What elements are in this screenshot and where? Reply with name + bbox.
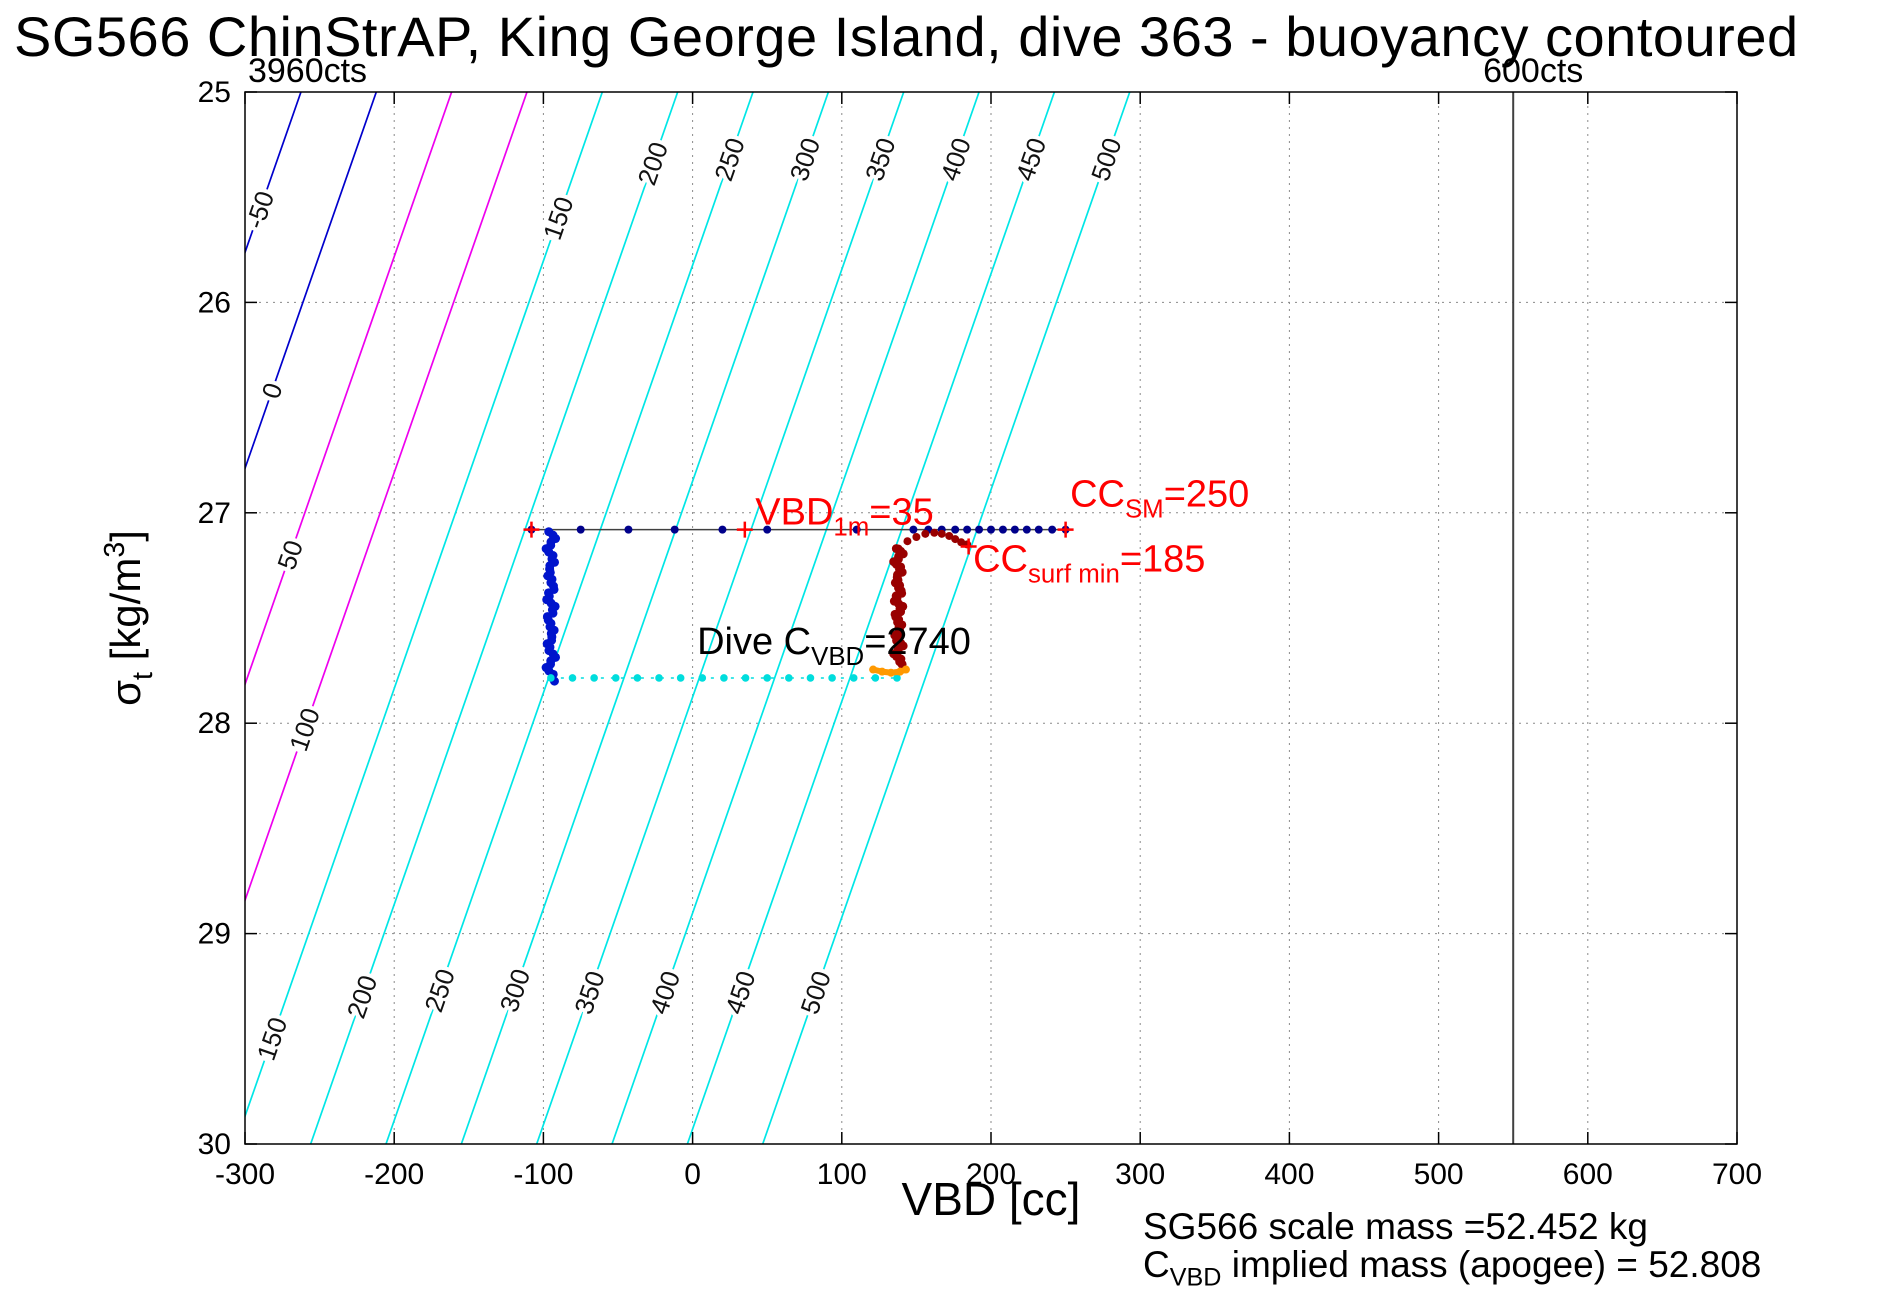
contour-lines xyxy=(245,92,1131,1144)
y-tick-label: 28 xyxy=(198,707,231,740)
y-tick-label: 25 xyxy=(198,76,231,109)
x-tick-label: 600 xyxy=(1563,1158,1613,1191)
axes: -300 -200 -100 0 100 200 300 400 500 600 700252627… xyxy=(99,52,1762,1191)
svg-text:200: 200 xyxy=(341,971,384,1022)
svg-text:250: 250 xyxy=(708,134,751,185)
x-tick-label: 0 xyxy=(684,1158,701,1191)
traces xyxy=(523,521,1074,686)
cc-sm-label: CCSM=250 xyxy=(1070,473,1249,523)
x-tick-label: 300 xyxy=(1115,1158,1165,1191)
vbd-max-counts-label: 600cts xyxy=(1483,52,1583,90)
svg-text:500: 500 xyxy=(1085,134,1128,185)
y-tick-label: 30 xyxy=(198,1128,231,1161)
cc-surf-min-label: CCsurf min=185 xyxy=(973,539,1205,589)
svg-text:150: 150 xyxy=(251,1013,294,1064)
svg-text:300: 300 xyxy=(784,134,827,185)
y-tick-label: 29 xyxy=(198,918,231,951)
vbd-min-counts-label: 3960cts xyxy=(248,52,367,90)
svg-text:250: 250 xyxy=(418,965,461,1016)
x-tick-label: 100 xyxy=(817,1158,867,1191)
implied-mass-text: CVBD implied mass (apogee) = 52.808 xyxy=(1143,1244,1762,1292)
scale-mass-text: SG566 scale mass =52.452 kg xyxy=(1143,1206,1648,1247)
x-tick-label: 500 xyxy=(1414,1158,1464,1191)
chart-title: SG566 ChinStrAP, King George Island, div… xyxy=(14,5,1799,68)
svg-text:0: 0 xyxy=(256,379,289,403)
svg-text:400: 400 xyxy=(644,967,687,1018)
x-tick-label: 400 xyxy=(1264,1158,1314,1191)
svg-text:500: 500 xyxy=(794,967,837,1018)
svg-text:450: 450 xyxy=(1010,134,1053,185)
x-tick-label: 700 xyxy=(1712,1158,1762,1191)
svg-text:450: 450 xyxy=(719,967,762,1018)
y-tick-label: 27 xyxy=(198,497,231,530)
dive-cvbd-label: Dive CVBD=2740 xyxy=(697,621,971,671)
svg-text:350: 350 xyxy=(568,967,611,1018)
svg-text:200: 200 xyxy=(631,138,674,189)
x-tick-label: -300 xyxy=(215,1158,275,1191)
x-tick-label: 200 xyxy=(966,1158,1016,1191)
svg-text:50: 50 xyxy=(271,536,309,573)
svg-text:150: 150 xyxy=(537,193,580,244)
contour-labels: -500501001501502002002502503003003503504… xyxy=(235,130,1131,1068)
vbd-1m-label: VBD1m=35 xyxy=(755,491,934,541)
svg-text:100: 100 xyxy=(283,704,326,755)
x-axis-label: VBD [cc] xyxy=(901,1173,1081,1225)
buoyancy-contour-plot: -500501001501502002002502503003003503504… xyxy=(99,52,1762,1191)
y-tick-label: 26 xyxy=(198,286,231,319)
svg-text:300: 300 xyxy=(494,965,537,1016)
x-tick-label: -200 xyxy=(364,1158,424,1191)
y-axis-label: σt [kg/m3] xyxy=(99,530,159,706)
svg-text:350: 350 xyxy=(859,134,902,185)
svg-text:400: 400 xyxy=(934,134,977,185)
x-tick-label: -100 xyxy=(513,1158,573,1191)
